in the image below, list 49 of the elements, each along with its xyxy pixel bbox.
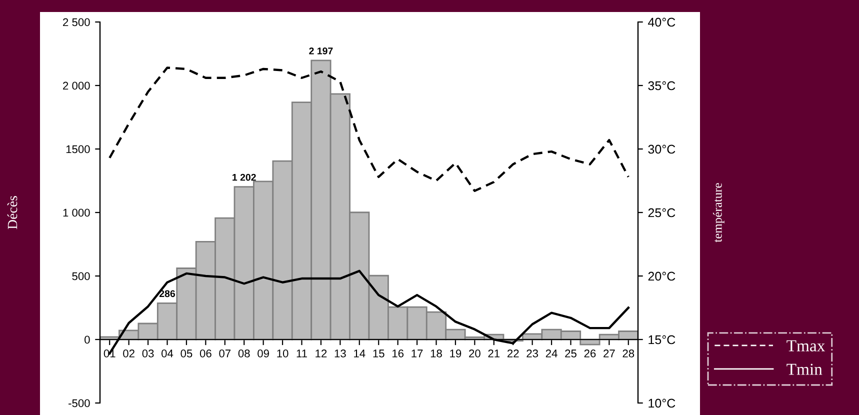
x-tick-label: 16 bbox=[392, 350, 404, 358]
y-tick-label: 1 000 bbox=[63, 208, 90, 217]
x-tick-label: 07 bbox=[219, 350, 231, 358]
x-tick-label: 24 bbox=[546, 350, 558, 358]
y-tick-label: 1500 bbox=[66, 145, 90, 154]
y-tick-label: -500 bbox=[68, 399, 90, 408]
data-label: 2 197 bbox=[309, 48, 333, 54]
x-tick-label: 10 bbox=[277, 350, 288, 358]
y-tick-label: 500 bbox=[72, 272, 90, 280]
x-tick-label: 20 bbox=[469, 350, 480, 358]
x-tick-label: 14 bbox=[354, 350, 366, 358]
x-tick-label: 12 bbox=[316, 350, 327, 358]
x-tick-label: 13 bbox=[334, 350, 346, 358]
x-tick-label: 11 bbox=[296, 350, 307, 358]
y2-tick-label: 40°C bbox=[648, 18, 676, 27]
x-tick-label: 09 bbox=[258, 350, 269, 358]
y-axis-title: Décès bbox=[7, 196, 18, 230]
y2-tick-label: 15°C bbox=[648, 335, 676, 344]
y-tick-label: 2 000 bbox=[63, 82, 90, 90]
x-tick-label: 18 bbox=[430, 350, 442, 358]
text: Tmax bbox=[786, 340, 826, 352]
data-label: 1 202 bbox=[232, 174, 256, 181]
x-tick-label: 21 bbox=[488, 350, 500, 358]
y-tick-label: 2 500 bbox=[63, 18, 90, 26]
x-tick-label: 19 bbox=[450, 350, 462, 358]
y2-tick-label: 35°C bbox=[648, 81, 676, 90]
y2-tick-label: 10°C bbox=[648, 398, 676, 408]
x-tick-label: 27 bbox=[604, 350, 615, 358]
x-tick-label: 06 bbox=[200, 350, 212, 358]
x-tick-label: 17 bbox=[412, 350, 423, 358]
x-tick-label: 28 bbox=[622, 350, 634, 358]
y2-axis-title: température bbox=[713, 183, 724, 242]
x-tick-label: 04 bbox=[162, 350, 174, 358]
y2-tick-label: 25°C bbox=[648, 208, 676, 218]
x-tick-label: 26 bbox=[584, 350, 596, 358]
y2-tick-label: 30°C bbox=[648, 144, 676, 154]
x-tick-label: 05 bbox=[180, 350, 192, 358]
y-tick-label: 0 bbox=[84, 336, 90, 344]
y2-tick-label: 20°C bbox=[648, 272, 676, 281]
x-tick-label: 15 bbox=[373, 350, 384, 358]
x-tick-label: 25 bbox=[565, 350, 576, 358]
line-series bbox=[108, 66, 630, 192]
x-tick-label: 02 bbox=[123, 350, 134, 358]
x-tick-label: 23 bbox=[526, 350, 538, 358]
data-label: 286 bbox=[159, 290, 176, 298]
x-tick-label: 03 bbox=[142, 350, 154, 358]
text: Tmin bbox=[786, 364, 822, 375]
x-tick-label: 22 bbox=[507, 350, 519, 358]
x-tick-label: 08 bbox=[238, 350, 250, 358]
